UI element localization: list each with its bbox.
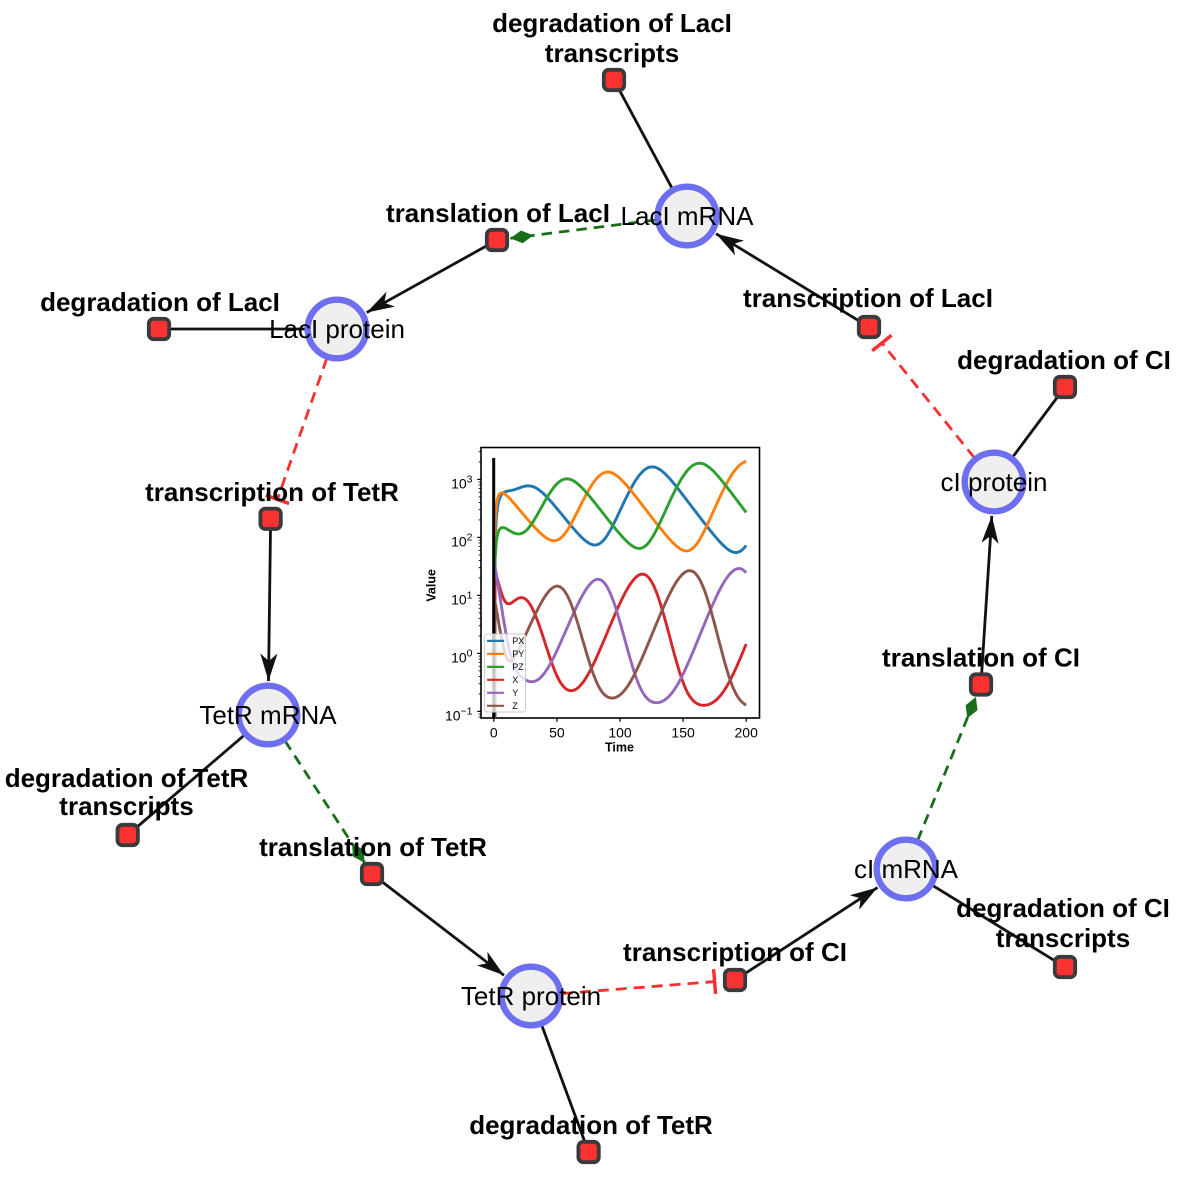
svg-text:transcription of CI: transcription of CI bbox=[623, 937, 847, 967]
svg-text:PZ: PZ bbox=[512, 662, 524, 672]
svg-text:transcripts: transcripts bbox=[59, 791, 193, 821]
svg-text:150: 150 bbox=[671, 724, 695, 740]
svg-text:cI mRNA: cI mRNA bbox=[854, 854, 959, 884]
svg-text:Time: Time bbox=[605, 740, 634, 754]
svg-text:degradation of TetR: degradation of TetR bbox=[5, 763, 249, 793]
svg-text:101: 101 bbox=[451, 589, 473, 607]
svg-text:transcription of TetR: transcription of TetR bbox=[145, 477, 399, 507]
svg-text:transcripts: transcripts bbox=[545, 38, 679, 68]
svg-text:10−1: 10−1 bbox=[445, 705, 473, 723]
svg-text:100: 100 bbox=[451, 647, 473, 665]
svg-text:PY: PY bbox=[512, 649, 524, 659]
svg-text:translation of LacI: translation of LacI bbox=[386, 198, 610, 228]
svg-text:103: 103 bbox=[451, 473, 473, 491]
svg-text:TetR protein: TetR protein bbox=[461, 981, 601, 1011]
svg-text:degradation of CI: degradation of CI bbox=[956, 893, 1170, 923]
svg-text:Z: Z bbox=[512, 701, 518, 711]
svg-text:translation of TetR: translation of TetR bbox=[259, 832, 487, 862]
svg-text:translation of CI: translation of CI bbox=[882, 643, 1080, 673]
svg-text:cI protein: cI protein bbox=[941, 467, 1048, 497]
svg-text:50: 50 bbox=[549, 724, 565, 740]
svg-text:degradation of LacI: degradation of LacI bbox=[492, 8, 732, 38]
svg-text:LacI mRNA: LacI mRNA bbox=[621, 201, 755, 231]
svg-text:LacI protein: LacI protein bbox=[269, 314, 405, 344]
svg-text:degradation of LacI: degradation of LacI bbox=[40, 287, 280, 317]
svg-text:X: X bbox=[512, 675, 518, 685]
svg-text:200: 200 bbox=[735, 724, 759, 740]
svg-text:Value: Value bbox=[425, 569, 439, 602]
svg-text:PX: PX bbox=[512, 636, 524, 646]
svg-text:100: 100 bbox=[608, 724, 632, 740]
svg-text:transcription of LacI: transcription of LacI bbox=[743, 283, 993, 313]
svg-text:transcripts: transcripts bbox=[996, 923, 1130, 953]
svg-text:0: 0 bbox=[490, 724, 498, 740]
svg-text:TetR mRNA: TetR mRNA bbox=[199, 700, 337, 730]
svg-text:102: 102 bbox=[451, 531, 473, 549]
svg-text:degradation of TetR: degradation of TetR bbox=[469, 1110, 713, 1140]
svg-text:degradation of CI: degradation of CI bbox=[957, 345, 1171, 375]
svg-text:Y: Y bbox=[512, 688, 518, 698]
